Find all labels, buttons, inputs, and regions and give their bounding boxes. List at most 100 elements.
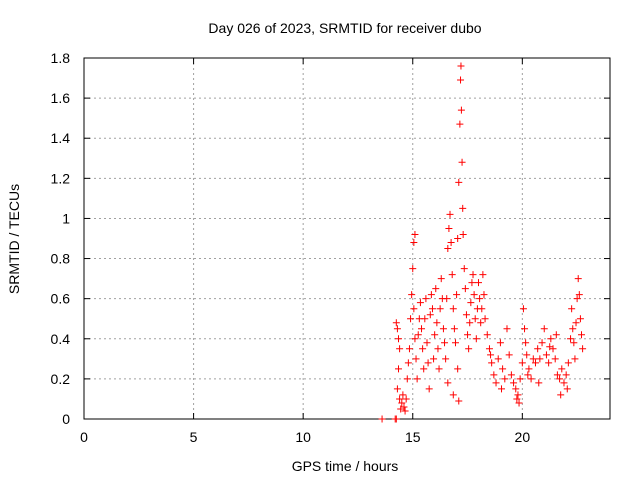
data-point: [392, 319, 400, 327]
data-point: [538, 339, 546, 347]
data-point: [514, 391, 522, 399]
data-point: [496, 339, 504, 347]
tick-labels: 0 0.2 0.4 0.6 0.8 1 1.2 1.4 1.6 1.8 0 5 10 15 20: [51, 50, 531, 445]
data-point: [410, 305, 418, 313]
data-point: [393, 325, 401, 333]
data-point: [556, 375, 564, 383]
data-point: [462, 311, 470, 319]
data-point: [459, 204, 467, 212]
data-point: [518, 359, 526, 367]
data-point: [461, 285, 469, 293]
y-tick-label: 0.2: [51, 371, 71, 387]
data-point: [498, 385, 506, 393]
data-point: [507, 371, 515, 379]
data-point: [521, 325, 529, 333]
data-point: [529, 355, 537, 363]
data-point: [423, 339, 431, 347]
data-point: [522, 339, 530, 347]
data-point: [442, 355, 450, 363]
data-point: [572, 319, 580, 327]
data-point: [536, 355, 544, 363]
plot-frame: [83, 57, 611, 420]
data-point: [445, 224, 453, 232]
data-point: [418, 325, 426, 333]
data-point: [449, 391, 457, 399]
data-point: [519, 305, 527, 313]
data-point: [470, 291, 478, 299]
data-point: [403, 375, 411, 383]
data-point: [571, 355, 579, 363]
data-point: [545, 359, 553, 367]
data-point: [564, 359, 572, 367]
data-point: [531, 359, 539, 367]
data-point: [456, 120, 464, 128]
data-point: [512, 385, 520, 393]
data-point: [426, 311, 434, 319]
grid: [84, 58, 610, 419]
data-point: [439, 325, 447, 333]
data-point: [568, 305, 576, 313]
data-point: [427, 291, 435, 299]
data-point: [557, 391, 565, 399]
data-point: [483, 331, 491, 339]
data-point: [448, 271, 456, 279]
data-point: [378, 415, 386, 423]
data-point: [475, 279, 482, 287]
data-point: [422, 295, 430, 303]
data-point: [534, 345, 542, 353]
data-point: [480, 291, 488, 299]
data-point: [457, 76, 465, 84]
data-point: [404, 359, 412, 367]
x-axis-label: GPS time / hours: [292, 458, 399, 474]
data-point: [405, 345, 413, 353]
data-point: [432, 285, 440, 293]
data-point: [465, 345, 473, 353]
data-point: [411, 335, 419, 343]
data-point: [546, 343, 554, 351]
data-point: [421, 315, 429, 323]
data-point: [458, 158, 466, 166]
data-point: [553, 371, 561, 379]
data-point: [443, 295, 451, 303]
data-point: [414, 331, 422, 339]
data-point: [523, 351, 531, 359]
data-point: [413, 375, 421, 383]
data-point: [437, 275, 445, 283]
data-point: [449, 305, 457, 313]
data-point: [457, 106, 465, 114]
data-point: [396, 345, 404, 353]
data-point: [407, 315, 415, 323]
data-point: [476, 295, 484, 303]
data-point: [551, 355, 559, 363]
y-axis-label: SRMTID / TECUs: [6, 184, 22, 294]
data-point: [515, 399, 523, 407]
data-point: [573, 295, 581, 303]
data-point: [454, 365, 462, 373]
data-point: [408, 291, 416, 299]
data-point: [578, 331, 586, 339]
data-point: [399, 391, 407, 399]
x-tick-label: 15: [405, 429, 421, 445]
data-point: [424, 359, 432, 367]
data-point: [416, 299, 424, 307]
data-point: [579, 345, 587, 353]
data-point: [459, 230, 467, 238]
data-point: [393, 385, 401, 393]
data-point: [562, 371, 570, 379]
data-point: [485, 345, 493, 353]
data-point: [433, 319, 441, 327]
data-point: [567, 335, 575, 343]
data-point: [510, 379, 518, 387]
data-point: [412, 355, 420, 363]
data-point: [398, 399, 406, 407]
y-tick-label: 1.4: [51, 130, 71, 146]
data-point: [444, 245, 452, 253]
y-tick-label: 0.4: [51, 331, 71, 347]
y-tick-label: 1.8: [51, 50, 71, 66]
data-point: [444, 379, 452, 387]
y-tick-label: 0.6: [51, 291, 71, 307]
data-point: [478, 305, 486, 313]
data-point: [466, 319, 474, 327]
data-point: [501, 375, 509, 383]
